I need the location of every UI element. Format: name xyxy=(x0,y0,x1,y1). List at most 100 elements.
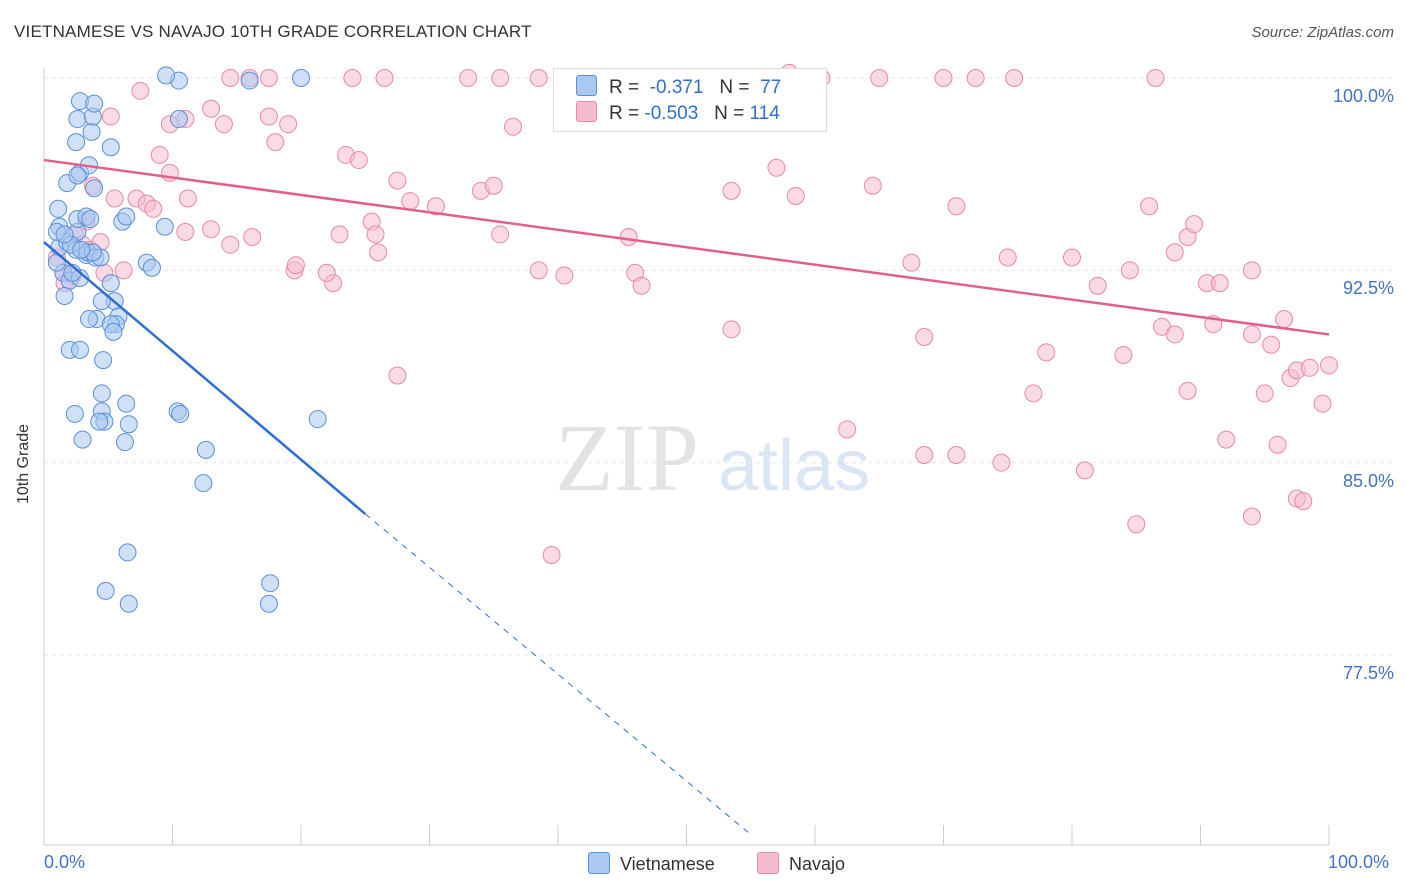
data-point xyxy=(947,445,966,464)
y-tick-label: 77.5% xyxy=(1342,663,1394,683)
legend-n-label: N = xyxy=(719,77,750,98)
data-point xyxy=(1255,384,1274,403)
data-point xyxy=(529,69,548,87)
chart-source: Source: ZipAtlas.com xyxy=(1251,24,1394,41)
data-point xyxy=(196,440,215,459)
data-point xyxy=(105,189,124,208)
data-point xyxy=(1185,215,1204,234)
vietnamese-points xyxy=(47,66,327,613)
data-point xyxy=(966,69,985,87)
bottom-legend-navajo: Navajo xyxy=(757,852,845,875)
data-point xyxy=(947,197,966,216)
stats-legend: R = -0.371 N = 77 R = -0.503 N = 114 xyxy=(553,68,827,132)
data-point xyxy=(349,151,368,170)
data-point xyxy=(157,66,176,85)
data-point xyxy=(491,225,510,244)
data-point xyxy=(259,594,278,613)
data-point xyxy=(388,171,407,190)
legend-n-value: 77 xyxy=(760,77,782,98)
data-point xyxy=(114,261,133,280)
data-point xyxy=(70,340,89,359)
data-point xyxy=(92,384,111,403)
x-tick-label-max: 100.0% xyxy=(1328,852,1390,872)
data-point xyxy=(94,351,113,370)
data-point xyxy=(529,261,548,280)
data-point xyxy=(1313,394,1332,413)
data-point xyxy=(292,69,310,87)
data-point xyxy=(72,240,91,259)
data-point xyxy=(1165,325,1184,344)
data-point xyxy=(504,117,523,136)
data-point xyxy=(119,415,138,434)
data-point xyxy=(915,328,934,347)
data-point xyxy=(259,69,278,87)
y-tick-label: 100.0% xyxy=(1332,86,1394,106)
data-point xyxy=(317,263,336,282)
data-point xyxy=(369,243,388,262)
data-point xyxy=(150,145,169,164)
data-point xyxy=(117,207,136,226)
data-point xyxy=(1242,325,1261,344)
data-point xyxy=(992,453,1011,472)
data-point xyxy=(1165,243,1184,262)
data-point xyxy=(1178,381,1197,400)
navajo-points xyxy=(47,63,1338,564)
data-point xyxy=(1024,384,1043,403)
data-point xyxy=(240,71,259,90)
data-point xyxy=(1300,358,1319,377)
legend-n-label: N = xyxy=(714,103,745,124)
y-tick-label: 85.0% xyxy=(1342,470,1394,491)
data-point xyxy=(1275,310,1294,329)
data-point xyxy=(73,430,92,449)
legend-row-vietnamese: R = -0.371 N = 77 xyxy=(576,75,781,101)
watermark-zip: ZIP xyxy=(555,404,699,511)
data-point xyxy=(68,166,87,185)
data-point xyxy=(202,220,221,239)
watermark-atlas: atlas xyxy=(718,426,870,506)
data-point xyxy=(1262,335,1281,354)
data-point xyxy=(82,122,101,141)
data-point xyxy=(101,138,120,157)
legend-swatch-vietnamese xyxy=(576,75,597,96)
data-point xyxy=(330,225,349,244)
data-point xyxy=(555,266,574,285)
bottom-legend-swatch-vietnamese xyxy=(588,852,610,874)
data-point xyxy=(119,594,138,613)
data-point xyxy=(279,115,298,134)
data-point xyxy=(202,99,221,118)
legend-n-value: 114 xyxy=(749,103,780,124)
data-point xyxy=(259,107,278,126)
data-point xyxy=(67,133,86,152)
trend-lines xyxy=(43,158,1330,835)
data-point xyxy=(118,543,137,562)
data-point xyxy=(902,253,921,272)
data-point xyxy=(155,217,174,236)
data-point xyxy=(144,199,163,218)
data-point xyxy=(1242,261,1261,280)
data-point xyxy=(870,69,889,87)
data-point xyxy=(1210,274,1229,293)
data-point xyxy=(85,179,104,198)
data-point xyxy=(632,276,651,295)
data-point xyxy=(101,274,120,293)
data-point xyxy=(1088,276,1107,295)
data-point xyxy=(459,69,478,87)
data-point xyxy=(1217,430,1236,449)
data-point xyxy=(722,320,741,339)
data-point xyxy=(388,366,407,385)
legend-r-value: -0.371 xyxy=(649,77,704,98)
data-point xyxy=(81,210,100,229)
data-point xyxy=(1075,461,1094,480)
data-point xyxy=(1294,492,1313,511)
data-point xyxy=(194,474,213,493)
bottom-legend-vietnamese: Vietnamese xyxy=(588,852,715,875)
data-point xyxy=(90,412,109,431)
data-point xyxy=(1037,343,1056,362)
data-point xyxy=(1242,507,1261,526)
grid-lines xyxy=(44,77,1392,656)
data-point xyxy=(401,192,420,211)
data-point xyxy=(261,574,280,593)
data-point xyxy=(85,94,104,113)
data-point xyxy=(171,404,190,423)
